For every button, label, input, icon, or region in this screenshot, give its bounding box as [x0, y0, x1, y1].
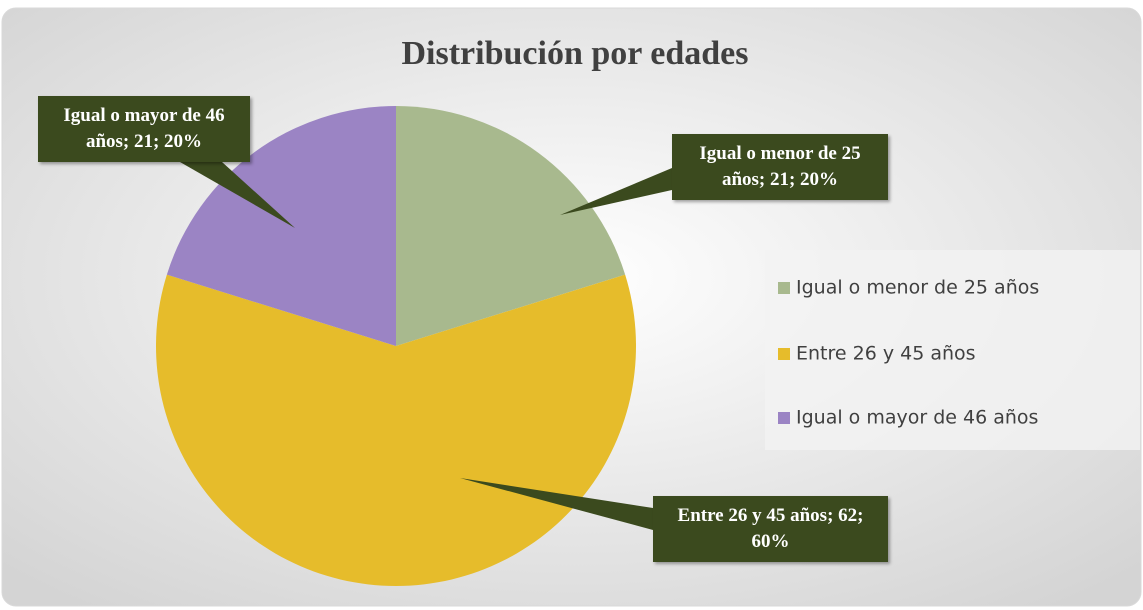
- data-label: Igual o menor de 25 años; 21; 20%: [672, 134, 888, 200]
- data-label: Entre 26 y 45 años; 62; 60%: [653, 496, 888, 562]
- pie-slice: [396, 106, 626, 346]
- data-label: Igual o mayor de 46 años; 21; 20%: [38, 96, 250, 162]
- legend-box: [765, 250, 1140, 450]
- chart-title: Distribución por edades: [402, 35, 749, 72]
- legend-swatch: [778, 348, 790, 360]
- callout-pointer: [460, 478, 653, 530]
- pie-slice: [166, 106, 396, 346]
- legend-label: Entre 26 y 45 años: [796, 343, 976, 365]
- legend-label: Igual o mayor de 46 años: [796, 407, 1038, 429]
- callout-pointer: [560, 168, 672, 215]
- pie-slice: [156, 274, 636, 586]
- legend-label: Igual o menor de 25 años: [796, 277, 1039, 299]
- legend-swatch: [778, 282, 790, 294]
- legend-swatch: [778, 412, 790, 424]
- callout-pointer: [180, 162, 295, 228]
